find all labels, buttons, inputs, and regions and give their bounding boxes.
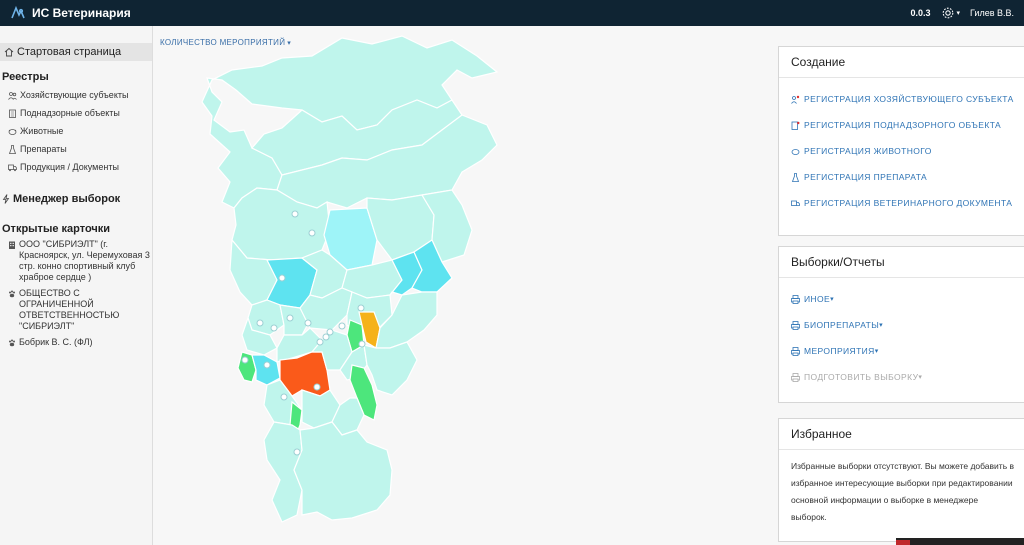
chevron-down-icon: ▾ [956,10,961,17]
report-events-link[interactable]: МЕРОПРИЯТИЯ ▾ [779,338,1024,364]
map-region[interactable] [251,354,281,386]
animal-icon [8,128,17,135]
sidebar-item-products[interactable]: Продукция / Документы [0,158,152,176]
report-biopreparations-link[interactable]: БИОПРЕПАРАТЫ ▾ [779,312,1024,338]
map-marker[interactable] [358,340,366,348]
chevron-down-icon: ▾ [830,296,835,303]
report-other-link[interactable]: ИНОЕ ▾ [779,286,1024,312]
map-marker[interactable] [308,229,316,237]
org-icon [791,95,800,104]
sidebar-item-drugs[interactable]: Препараты [0,140,152,158]
map-marker[interactable] [316,338,324,346]
app-title: ИС Ветеринария [32,6,131,20]
printer-icon [791,294,800,304]
registries-list: Хозяйствующие субъекты Поднадзорные объе… [0,86,152,176]
printer-icon [791,346,800,356]
org-icon [8,91,17,100]
map-metric-selector[interactable]: КОЛИЧЕСТВО МЕРОПРИЯТИЙ ▾ [160,38,292,47]
register-vet-document-link[interactable]: РЕГИСТРАЦИЯ ВЕТЕРИНАРНОГО ДОКУМЕНТА [779,190,1024,216]
lightning-icon [2,194,10,204]
brand[interactable]: ИС Ветеринария [10,5,131,21]
object-icon [791,121,800,130]
register-organization-link[interactable]: РЕГИСТРАЦИЯ ХОЗЯЙСТВУЮЩЕГО СУБЪЕКТА [779,86,1024,112]
map-marker[interactable] [322,333,330,341]
favorites-empty-text: Избранные выборки отсутствуют. Вы можете… [791,461,1015,522]
open-card-item[interactable]: ООО "СИБРИЭЛТ" (г. Красноярск, ул. Черем… [0,239,150,283]
corner-logo [896,538,1024,545]
map-marker[interactable] [293,448,301,456]
map-region[interactable] [349,364,378,421]
chevron-down-icon: ▾ [918,374,923,381]
favorites-panel-title: Избранное [779,419,1024,450]
top-bar: ИС Ветеринария 0.0.3 ▾ Гилев В.В. [0,0,1024,26]
map-marker[interactable] [338,322,346,330]
map-marker[interactable] [280,393,288,401]
map-marker[interactable] [256,319,264,327]
animal-icon [791,148,800,155]
printer-icon [791,372,800,382]
reports-panel-title: Выборки/Отчеты [779,247,1024,278]
create-panel-title: Создание [779,47,1024,78]
map-marker[interactable] [357,304,365,312]
chevron-down-icon: ▾ [874,348,879,355]
sidebar-item-objects[interactable]: Поднадзорные объекты [0,104,152,122]
sidebar-item-selection-manager[interactable]: Менеджер выборок [0,193,152,205]
register-drug-link[interactable]: РЕГИСТРАЦИЯ ПРЕПАРАТА [779,164,1024,190]
drug-icon [8,144,17,154]
app-logo-icon [11,5,25,19]
chevron-down-icon: ▾ [287,39,292,47]
sidebar-item-home[interactable]: Стартовая страница [0,43,152,61]
map-marker[interactable] [263,361,271,369]
map-region[interactable] [363,341,418,396]
sidebar-item-label: Стартовая страница [17,46,122,58]
prepare-selection-link[interactable]: ПОДГОТОВИТЬ ВЫБОРКУ ▾ [779,364,1024,390]
object-icon [9,109,16,118]
app-version: 0.0.3 [910,8,931,18]
corner-logo-accent [896,540,910,545]
map-marker[interactable] [278,274,286,282]
drug-icon [791,172,800,182]
map-marker[interactable] [291,210,299,218]
user-name[interactable]: Гилев В.В. [970,8,1014,18]
truck-icon [8,164,17,171]
open-card-item[interactable]: Бобрик В. С. (ФЛ) [0,337,150,348]
truck-icon [791,200,800,206]
reports-panel: Выборки/Отчеты ИНОЕ ▾ БИОПРЕПАРАТЫ ▾ МЕРОП… [778,246,1024,403]
map-marker[interactable] [313,383,321,391]
map-region[interactable] [421,189,473,263]
create-panel: Создание РЕГИСТРАЦИЯ ХОЗЯЙСТВУЮЩЕГО СУБЪ… [778,46,1024,236]
open-cards-title: Открытые карточки [2,223,111,235]
map-markers [241,210,366,456]
map-marker[interactable] [241,356,249,364]
register-animal-link[interactable]: РЕГИСТРАЦИЯ ЖИВОТНОГО [779,138,1024,164]
map-region[interactable] [247,299,285,336]
home-icon [4,47,14,57]
paw-icon [9,290,15,298]
open-card-item[interactable]: ОБЩЕСТВО С ОГРАНИЧЕННОЙ ОТВЕТСТВЕННОСТЬЮ… [0,288,150,332]
building-icon [9,241,15,249]
gear-icon [942,7,953,19]
map-marker[interactable] [326,328,334,336]
sidebar-item-animals[interactable]: Животные [0,122,152,140]
map-region[interactable] [293,421,393,521]
register-object-link[interactable]: РЕГИСТРАЦИЯ ПОДНАДЗОРНОГО ОБЪЕКТА [779,112,1024,138]
printer-icon [791,320,800,330]
settings-button[interactable]: ▾ [941,6,961,20]
paw-icon [9,339,15,347]
sidebar-item-organizations[interactable]: Хозяйствующие субъекты [0,86,152,104]
favorites-panel: Избранное Избранные выборки отсутствуют.… [778,418,1024,542]
map-marker[interactable] [304,319,312,327]
registries-title: Реестры [2,71,49,83]
chevron-down-icon: ▾ [879,322,884,329]
map-region[interactable] [241,316,278,356]
region-map[interactable] [152,30,772,545]
map-marker[interactable] [286,314,294,322]
map-marker[interactable] [270,324,278,332]
sidebar: Стартовая страница Реестры Хозяйствующие… [0,26,153,545]
